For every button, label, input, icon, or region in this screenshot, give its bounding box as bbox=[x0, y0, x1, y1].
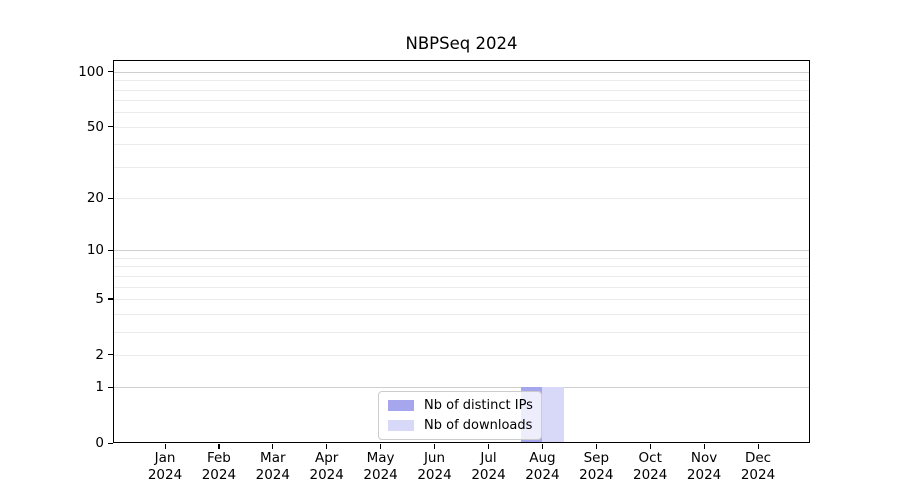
y-tick-100 bbox=[108, 71, 113, 73]
plot-frame bbox=[113, 60, 810, 443]
x-tick-aug bbox=[541, 444, 544, 449]
x-tick-feb bbox=[218, 444, 220, 449]
x-tick-month: Mar bbox=[260, 450, 286, 466]
x-tick-label-apr: Apr 2024 bbox=[295, 450, 359, 484]
x-tick-year: 2024 bbox=[740, 467, 776, 483]
y-tick-label-50: 50 bbox=[86, 118, 104, 135]
x-tick-month: Sep bbox=[583, 450, 610, 466]
legend-swatch-downloads bbox=[388, 419, 414, 431]
y-tick-5 bbox=[108, 298, 113, 300]
gridline-y-30 bbox=[114, 166, 809, 168]
gridline-y-40 bbox=[114, 144, 809, 146]
y-tick-label-1: 1 bbox=[95, 379, 104, 396]
x-tick-year: 2024 bbox=[686, 467, 722, 483]
x-tick-oct bbox=[649, 444, 651, 449]
x-tick-sep bbox=[595, 444, 597, 449]
x-tick-label-nov: Nov 2024 bbox=[672, 450, 736, 484]
x-tick-label-jun: Jun 2024 bbox=[403, 450, 467, 484]
x-tick-nov bbox=[703, 444, 705, 449]
x-tick-dec bbox=[757, 444, 759, 449]
x-tick-label-aug: Aug 2024 bbox=[510, 450, 574, 484]
gridline-y-2 bbox=[114, 354, 809, 356]
x-tick-year: 2024 bbox=[309, 467, 344, 483]
y-tick-label-0: 0 bbox=[95, 435, 104, 451]
x-tick-may bbox=[380, 444, 382, 449]
x-tick-month: Feb bbox=[206, 450, 231, 466]
gridline-y-90 bbox=[114, 80, 809, 82]
x-tick-month: Aug bbox=[529, 450, 556, 466]
gridline-y-10 bbox=[114, 250, 809, 252]
y-tick-label-5: 5 bbox=[95, 290, 104, 307]
gridline-y-100 bbox=[114, 71, 809, 73]
gridline-y-50 bbox=[114, 126, 809, 128]
x-tick-apr bbox=[326, 444, 328, 449]
y-tick-10 bbox=[108, 249, 113, 251]
x-tick-label-mar: Mar 2024 bbox=[241, 450, 305, 484]
x-tick-month: Jan bbox=[154, 450, 176, 466]
x-tick-label-jul: Jul 2024 bbox=[457, 450, 521, 484]
y-tick-0 bbox=[108, 442, 113, 444]
gridline-y-5 bbox=[114, 298, 809, 300]
legend: Nb of distinct IPs Nb of downloads bbox=[378, 391, 542, 440]
x-tick-year: 2024 bbox=[417, 467, 452, 483]
y-tick-label-2: 2 bbox=[95, 346, 104, 363]
x-tick-year: 2024 bbox=[201, 467, 237, 483]
gridline-y-7 bbox=[114, 275, 809, 277]
gridline-y-4 bbox=[114, 313, 809, 315]
x-tick-month: Jul bbox=[480, 450, 497, 466]
y-tick-label-100: 100 bbox=[78, 63, 104, 80]
x-tick-month: Oct bbox=[638, 450, 662, 466]
x-tick-month: Nov bbox=[690, 450, 718, 466]
y-tick-label-20: 20 bbox=[86, 190, 104, 207]
x-tick-label-dec: Dec 2024 bbox=[726, 450, 790, 484]
x-tick-label-feb: Feb 2024 bbox=[187, 450, 251, 484]
x-tick-year: 2024 bbox=[363, 467, 398, 483]
y-tick-20 bbox=[108, 197, 113, 199]
x-tick-jul bbox=[488, 444, 490, 449]
gridline-y-6 bbox=[114, 286, 809, 288]
x-tick-jan bbox=[164, 444, 166, 449]
x-tick-year: 2024 bbox=[255, 467, 290, 483]
y-tick-label-10: 10 bbox=[86, 242, 104, 259]
x-tick-month: May bbox=[366, 450, 395, 466]
y-tick-50 bbox=[108, 126, 113, 128]
gridline-y-20 bbox=[114, 198, 809, 200]
legend-item-downloads: Nb of downloads bbox=[388, 418, 532, 433]
gridline-y-1 bbox=[114, 387, 809, 389]
y-tick-2 bbox=[108, 354, 113, 356]
gridline-y-80 bbox=[114, 89, 809, 91]
x-tick-month: Dec bbox=[744, 450, 772, 466]
legend-label-distinct-ips: Nb of distinct IPs bbox=[424, 398, 533, 414]
x-tick-label-sep: Sep 2024 bbox=[564, 450, 628, 484]
gridline-y-8 bbox=[114, 266, 809, 268]
gridline-y-9 bbox=[114, 257, 809, 259]
y-tick-1 bbox=[108, 386, 113, 388]
x-tick-year: 2024 bbox=[633, 467, 668, 483]
bar-downloads-aug bbox=[542, 387, 564, 443]
gridline-y-70 bbox=[114, 100, 809, 102]
chart-title: NBPSeq 2024 bbox=[405, 34, 518, 53]
x-tick-label-may: May 2024 bbox=[349, 450, 413, 484]
legend-item-distinct-ips: Nb of distinct IPs bbox=[388, 398, 533, 414]
x-tick-label-jan: Jan 2024 bbox=[133, 450, 197, 484]
x-tick-month: Apr bbox=[315, 450, 339, 466]
gridline-y-60 bbox=[114, 112, 809, 114]
x-tick-year: 2024 bbox=[579, 467, 614, 483]
x-tick-year: 2024 bbox=[525, 467, 560, 483]
gridline-y-3 bbox=[114, 331, 809, 333]
x-tick-mar bbox=[272, 444, 274, 449]
x-tick-year: 2024 bbox=[471, 467, 506, 483]
x-tick-label-oct: Oct 2024 bbox=[618, 450, 682, 484]
x-tick-year: 2024 bbox=[147, 467, 183, 483]
legend-label-downloads: Nb of downloads bbox=[424, 417, 533, 433]
legend-swatch-distinct-ips bbox=[388, 400, 414, 412]
x-tick-jun bbox=[434, 444, 436, 449]
x-tick-month: Jun bbox=[423, 450, 446, 466]
